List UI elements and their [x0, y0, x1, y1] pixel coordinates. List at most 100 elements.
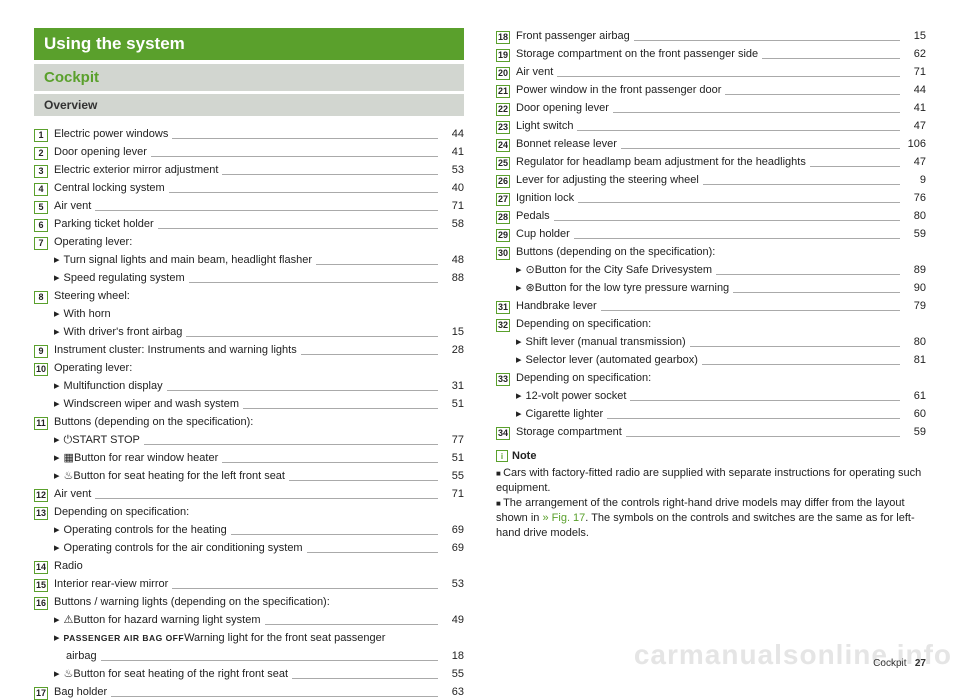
- leader-line: [289, 480, 438, 481]
- item-text: Power window in the front passenger door: [516, 82, 721, 98]
- leader-line: [316, 264, 438, 265]
- right-column-list: 18Front passenger airbag1519Storage comp…: [496, 28, 926, 440]
- sub-item-text: Button for hazard warning light system: [73, 612, 260, 628]
- leader-line: [621, 148, 900, 149]
- leader-line: [292, 678, 438, 679]
- sub-item: ▸⏻ START STOP77: [54, 432, 464, 448]
- item-text: Pedals: [516, 208, 550, 224]
- leader-line: [577, 130, 900, 131]
- note-text: Cars with factory-fitted radio are suppl…: [496, 467, 921, 494]
- item-number-box: 1: [34, 129, 48, 142]
- leader-line: [186, 336, 438, 337]
- arrow-icon: ▸: [54, 522, 60, 538]
- item-text: Storage compartment: [516, 424, 622, 440]
- item-number-box: 13: [34, 507, 48, 520]
- leader-line: [95, 498, 438, 499]
- item-page: 71: [904, 64, 926, 80]
- item-page: 79: [904, 298, 926, 314]
- leader-line: [167, 390, 438, 391]
- sub-item: ▸PASSENGER AIR BAG OFF Warning light for…: [54, 630, 464, 646]
- sub-item-text: Speed regulating system: [64, 270, 185, 286]
- item-number-box: 25: [496, 157, 510, 170]
- list-item: 32Depending on specification:: [496, 316, 926, 332]
- leader-line: [762, 58, 900, 59]
- item-page: 59: [904, 226, 926, 242]
- leader-line: [301, 354, 438, 355]
- item-text: Electric exterior mirror adjustment: [54, 162, 218, 178]
- item-page: 47: [904, 154, 926, 170]
- sub-item: ▸Speed regulating system88: [54, 270, 464, 286]
- sub-item-symbol-icon: ♨: [64, 468, 74, 484]
- leader-line: [243, 408, 438, 409]
- sub-item-page: 81: [904, 352, 926, 368]
- sub-item-page: 55: [442, 468, 464, 484]
- item-text: Bag holder: [54, 684, 107, 700]
- item-text: Door opening lever: [516, 100, 609, 116]
- item-text: Radio: [54, 558, 83, 574]
- list-item: 28Pedals80: [496, 208, 926, 224]
- leader-line: [111, 696, 438, 697]
- list-item: 34Storage compartment59: [496, 424, 926, 440]
- list-item: 20Air vent71: [496, 64, 926, 80]
- item-number-box: 6: [34, 219, 48, 232]
- item-number-box: 26: [496, 175, 510, 188]
- sub-item-symbol-icon: ▦: [64, 450, 74, 466]
- item-number-box: 4: [34, 183, 48, 196]
- sub-item-symbol-icon: ⊙: [526, 262, 535, 278]
- list-item: 15Interior rear-view mirror53: [34, 576, 464, 592]
- item-text: Electric power windows: [54, 126, 168, 142]
- list-item: 21Power window in the front passenger do…: [496, 82, 926, 98]
- item-text: Air vent: [516, 64, 553, 80]
- list-item: 24Bonnet release lever106: [496, 136, 926, 152]
- bullet-icon: ■: [496, 499, 503, 508]
- sub-item-page: 69: [442, 540, 464, 556]
- leader-line: [634, 40, 900, 41]
- arrow-icon: ▸: [516, 280, 522, 296]
- leader-line: [307, 552, 438, 553]
- list-item: 27Ignition lock76: [496, 190, 926, 206]
- item-text: Steering wheel:: [54, 288, 130, 304]
- sub-item: ▸▦ Button for rear window heater51: [54, 450, 464, 466]
- leader-line: [716, 274, 900, 275]
- arrow-icon: ▸: [54, 396, 60, 412]
- item-text: Parking ticket holder: [54, 216, 154, 232]
- list-item: 13Depending on specification:: [34, 504, 464, 520]
- sub-item: ▸⚠ Button for hazard warning light syste…: [54, 612, 464, 628]
- list-item: 17Bag holder63: [34, 684, 464, 700]
- list-item: 4Central locking system40: [34, 180, 464, 196]
- item-number-box: 30: [496, 247, 510, 260]
- item-number-box: 14: [34, 561, 48, 574]
- sub-item: ▸Turn signal lights and main beam, headl…: [54, 252, 464, 268]
- bullet-icon: ■: [496, 469, 503, 478]
- item-number-box: 7: [34, 237, 48, 250]
- item-text: Bonnet release lever: [516, 136, 617, 152]
- list-item: 12Air vent71: [34, 486, 464, 502]
- item-page: 28: [442, 342, 464, 358]
- item-text: Air vent: [54, 486, 91, 502]
- leader-line: [630, 400, 900, 401]
- leader-line: [733, 292, 900, 293]
- arrow-icon: ▸: [54, 468, 60, 484]
- item-text: Depending on specification:: [516, 316, 651, 332]
- sub-item: ▸Multifunction display31: [54, 378, 464, 394]
- item-text: Instrument cluster: Instruments and warn…: [54, 342, 297, 358]
- item-text: Cup holder: [516, 226, 570, 242]
- sub-item-text: Turn signal lights and main beam, headli…: [64, 252, 312, 268]
- sub-item-text: airbag: [66, 648, 97, 664]
- leader-line: [151, 156, 438, 157]
- sub-item-page: 90: [904, 280, 926, 296]
- sub-item: ▸Windscreen wiper and wash system51: [54, 396, 464, 412]
- sub-item-text: With horn: [64, 306, 111, 322]
- sub-item-text: Button for rear window heater: [74, 450, 218, 466]
- item-page: 106: [904, 136, 926, 152]
- sub-item-text: Cigarette lighter: [526, 406, 604, 422]
- item-number-box: 27: [496, 193, 510, 206]
- sub-item-text: Operating controls for the heating: [64, 522, 227, 538]
- arrow-icon: ▸: [54, 324, 60, 340]
- leader-line: [172, 138, 438, 139]
- arrow-icon: ▸: [54, 306, 60, 322]
- sub-item-symbol-icon: ⊛: [526, 280, 535, 296]
- note-body: ■ Cars with factory-fitted radio are sup…: [496, 466, 926, 541]
- item-page: 59: [904, 424, 926, 440]
- list-item: 25Regulator for headlamp beam adjustment…: [496, 154, 926, 170]
